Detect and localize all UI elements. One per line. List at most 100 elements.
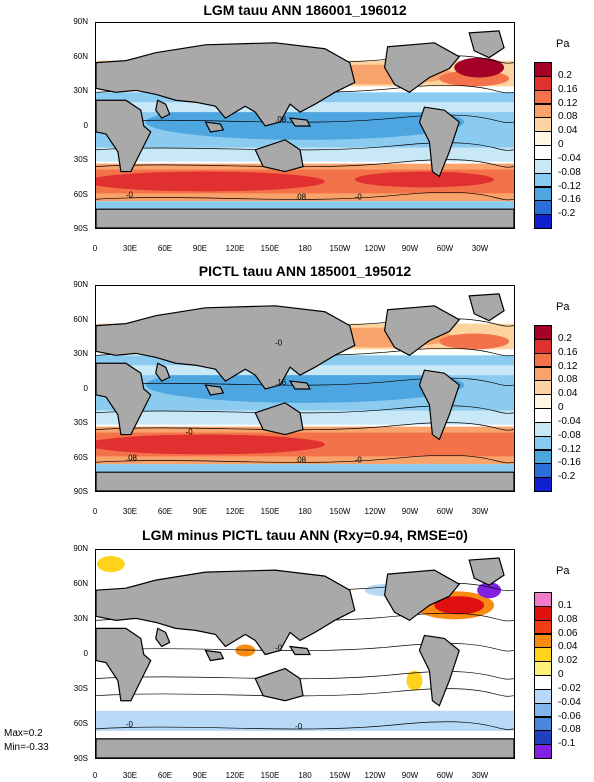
x-tick-label: 60E <box>157 507 173 516</box>
x-tick-label: 90E <box>192 244 208 253</box>
x-tick-label: 150E <box>260 244 280 253</box>
colorbar-label: 0.16 <box>558 346 578 358</box>
y-tick-label: 0 <box>83 383 88 393</box>
colorbar-swatch <box>534 366 552 382</box>
x-tick-label: 150E <box>260 771 280 780</box>
colorbar-label: 0.1 <box>558 599 572 611</box>
colorbar-label: 0.12 <box>558 97 578 109</box>
colorbar-swatch <box>534 592 552 607</box>
chart-title: PICTL tauu ANN 185001_195012 <box>198 263 412 279</box>
y-tick-label: 30S <box>73 155 88 164</box>
colorbar-swatch <box>534 200 552 216</box>
x-tick-label: 60W <box>436 244 454 253</box>
x-tick-label: 90E <box>192 507 208 516</box>
x-tick-label: 90W <box>401 771 419 780</box>
x-tick-label: 150W <box>329 244 351 253</box>
units-label: Pa <box>556 565 570 577</box>
y-tick-label: 90N <box>73 17 88 26</box>
x-tick-label: 0 <box>92 507 98 516</box>
x-tick-label: 30E <box>122 244 138 253</box>
colorbar-label: -0.2 <box>558 208 576 220</box>
colorbar-label: 0.04 <box>558 641 578 653</box>
y-tick-label: 60N <box>73 579 88 588</box>
colorbar-swatch <box>534 675 552 690</box>
y-tick-label: 60N <box>73 314 88 324</box>
colorbar-label: -0.08 <box>558 166 581 178</box>
y-tick-label: 60N <box>73 51 88 61</box>
x-tick-label: 120W <box>364 507 386 516</box>
colorbar-label: 0 <box>558 139 564 150</box>
map-plot: .08 -0 .08 -0 <box>95 22 515 229</box>
units-label: Pa <box>556 38 570 50</box>
colorbar-swatch <box>534 633 552 649</box>
contour-label: .08 <box>275 115 287 124</box>
colorbar-swatch <box>534 421 552 437</box>
colorbar-label: -0.06 <box>558 710 581 722</box>
colorbar-swatch <box>534 117 552 133</box>
x-tick-label: 30E <box>122 771 138 780</box>
min-stat: Min=-0.33 <box>4 742 49 753</box>
colorbar-swatch <box>534 730 552 746</box>
y-tick-label: 30S <box>73 684 88 693</box>
y-tick-label: 30S <box>73 418 88 427</box>
x-tick-label: 30W <box>471 771 489 780</box>
y-tick-label: 90S <box>73 754 88 763</box>
map-field: .08 -0 .08 -0 <box>96 23 514 228</box>
colorbar-swatch <box>534 103 552 119</box>
contour-label: -0 <box>126 190 134 199</box>
x-tick-label: 0 <box>92 244 98 253</box>
x-tick-label: 30W <box>471 244 489 253</box>
x-tick-label: 90W <box>401 244 419 253</box>
colorbar-swatch <box>534 158 552 174</box>
y-tick-label: 0 <box>83 649 88 658</box>
colorbar-swatch <box>534 145 552 160</box>
contour-label: -0 <box>355 455 363 464</box>
colorbar-swatch <box>534 605 552 621</box>
x-tick-label: 30E <box>122 507 138 516</box>
y-tick-label: 0 <box>83 120 88 130</box>
colorbar-label: -0.08 <box>558 724 581 736</box>
y-tick-label: 60S <box>73 189 88 199</box>
x-tick-label: 60E <box>157 771 173 780</box>
colorbar-swatch <box>534 75 552 91</box>
colorbar-label: 0.2 <box>558 69 572 81</box>
map-field: -0 -0 -0 <box>96 550 514 758</box>
map-field: .16 .08 .08 -0 -0 -0 <box>96 286 514 491</box>
x-tick-label: 120W <box>364 244 386 253</box>
chart-title: LGM minus PICTL tauu ANN (Rxy=0.94, RMSE… <box>142 527 468 543</box>
contour-label: .08 <box>295 455 307 464</box>
colorbar-label: -0.16 <box>558 457 581 469</box>
colorbar-swatch <box>534 62 552 77</box>
contour-label: -0 <box>275 338 283 347</box>
colorbar-swatch <box>534 619 552 635</box>
colorbar-label: -0.16 <box>558 194 581 206</box>
y-tick-label: 90N <box>73 544 88 553</box>
colorbar-label: -0.04 <box>558 415 581 427</box>
colorbar-swatch <box>534 394 552 409</box>
colorbar-swatch <box>534 325 552 340</box>
colorbar-swatch <box>534 477 552 492</box>
x-tick-label: 150W <box>329 507 351 516</box>
x-tick-label: 30W <box>471 507 489 516</box>
max-stat: Max=0.2 <box>4 728 43 739</box>
y-tick-label: 90N <box>73 280 88 289</box>
contour-label: -0 <box>186 428 194 437</box>
chart-title: LGM tauu ANN 186001_196012 <box>203 2 407 18</box>
units-label: Pa <box>556 301 570 313</box>
colorbar-label: 0.16 <box>558 83 578 95</box>
colorbar-label: -0.2 <box>558 471 576 483</box>
colorbar-label: 0.2 <box>558 332 572 344</box>
colorbar-label: 0.04 <box>558 125 578 137</box>
colorbar-swatch <box>534 89 552 105</box>
colorbar-swatch <box>534 716 552 732</box>
colorbar-swatch <box>534 131 552 146</box>
colorbar-label: -0.12 <box>558 180 581 192</box>
colorbar-swatch <box>534 408 552 423</box>
x-tick-label: 90E <box>192 771 208 780</box>
colorbar: 0.2 0.16 0.12 0.08 0.04 0 -0.04 -0.08 -0.12 -0.16… <box>534 325 581 492</box>
colorbar-swatch <box>534 688 552 704</box>
x-tick-label: 60E <box>157 244 173 253</box>
x-tick-label: 60W <box>436 507 454 516</box>
colorbar-label: 0.08 <box>558 613 578 625</box>
contour-label: .08 <box>126 453 138 462</box>
